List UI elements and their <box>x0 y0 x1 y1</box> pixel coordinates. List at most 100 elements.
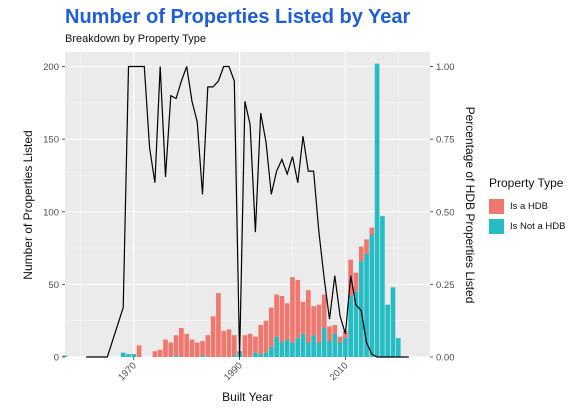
bar-not-hdb-2004 <box>311 335 316 357</box>
bar-not-hdb-2017 <box>380 216 385 357</box>
y-tick-label-150: 150 <box>43 135 59 146</box>
y-tick-label-0: 0 <box>54 353 59 364</box>
bar-not-hdb-1969 <box>126 354 131 357</box>
bar-hdb-2010 <box>343 330 348 339</box>
bar-not-hdb-2007 <box>327 341 332 357</box>
bar-not-hdb-1994 <box>258 354 264 357</box>
bar-not-hdb-1997 <box>274 336 279 357</box>
bar-not-hdb-2014 <box>364 253 369 357</box>
legend-title: Property Type <box>489 176 564 190</box>
bar-not-hdb-2000 <box>290 342 295 357</box>
bar-hdb-1982 <box>194 342 200 357</box>
bar-not-hdb-1983 <box>200 355 205 357</box>
y2-tick-label-0.00: 0.00 <box>436 353 455 364</box>
bar-hdb-1988 <box>226 329 232 357</box>
bar-not-hdb-2010 <box>343 338 348 357</box>
bar-hdb-1991 <box>242 335 248 357</box>
bar-hdb-2012 <box>353 272 359 292</box>
bar-not-hdb-2019 <box>390 287 396 357</box>
legend-key-hdb <box>489 198 504 214</box>
y-tick-label-200: 200 <box>43 62 59 73</box>
bar-hdb-2000 <box>290 277 295 343</box>
y2-tick-label-0.25: 0.25 <box>436 280 455 291</box>
bar-hdb-2003 <box>306 290 311 343</box>
x-tick-label-2010: 2010 <box>328 360 351 383</box>
bar-hdb-1997 <box>274 294 279 337</box>
bar-not-hdb-2012 <box>353 291 359 357</box>
y-axis-label: Number of Properties Listed <box>21 130 35 279</box>
y2-tick-label-1.00: 1.00 <box>436 62 455 73</box>
bar-hdb-2015 <box>369 227 375 235</box>
bar-not-hdb-2008 <box>332 333 338 357</box>
y2-axis-label: Percentage of HDB Properties Listed <box>463 107 477 304</box>
bar-not-hdb-2009 <box>337 342 343 357</box>
bar-hdb-2006 <box>321 294 327 328</box>
bar-not-hdb-2003 <box>306 342 311 357</box>
bar-not-hdb-2011 <box>348 296 353 357</box>
bar-not-hdb-1999 <box>284 339 290 357</box>
bar-not-hdb-2006 <box>321 327 327 357</box>
bar-not-hdb-1989 <box>231 355 237 357</box>
bar-hdb-1998 <box>279 296 285 343</box>
bar-not-hdb-1970 <box>131 354 137 357</box>
bar-hdb-1977 <box>168 342 174 357</box>
x-tick-label-1970: 1970 <box>116 360 139 383</box>
bar-not-hdb-1998 <box>279 342 285 357</box>
x-axis-label: Built Year <box>222 390 273 404</box>
bar-not-hdb-2002 <box>300 333 306 357</box>
bar-not-hdb-1968 <box>120 352 126 357</box>
bar-hdb-1975 <box>157 349 163 357</box>
bar-hdb-1995 <box>263 320 269 353</box>
x-tick-label-1990: 1990 <box>222 360 245 383</box>
bar-not-hdb-2001 <box>295 338 301 357</box>
bar-hdb-1999 <box>284 303 290 340</box>
y2-tick-label-0.50: 0.50 <box>436 207 455 218</box>
bar-hdb-1994 <box>258 325 264 355</box>
bar-hdb-1986 <box>216 293 221 357</box>
bar-not-hdb-1995 <box>263 352 269 357</box>
legend-item-hdb: Is a HDB <box>489 196 565 216</box>
bar-not-hdb-1978 <box>173 355 179 357</box>
bar-not-hdb-1957 <box>62 355 68 357</box>
ratio-line <box>86 65 409 358</box>
bar-hdb-2004 <box>311 306 316 336</box>
chart-subtitle: Breakdown by Property Type <box>65 33 207 45</box>
bar-not-hdb-2020 <box>395 338 401 357</box>
bar-hdb-2001 <box>295 280 301 339</box>
bar-hdb-2002 <box>300 301 306 334</box>
bar-hdb-1989 <box>231 335 237 356</box>
bar-hdb-1981 <box>189 339 195 357</box>
legend-key-not-hdb <box>489 218 504 234</box>
bar-hdb-1976 <box>163 339 168 357</box>
bar-hdb-1978 <box>173 335 179 356</box>
bar-hdb-2005 <box>316 304 322 343</box>
bar-not-hdb-2005 <box>316 342 322 357</box>
legend-label-hdb: Is a HDB <box>510 200 549 212</box>
bar-hdb-1980 <box>184 333 189 357</box>
bar-hdb-2009 <box>337 336 343 343</box>
legend-item-not-hdb: Is Not a HDB <box>489 216 565 236</box>
bar-not-hdb-1996 <box>268 346 274 357</box>
bar-hdb-2013 <box>358 246 364 262</box>
bar-not-hdb-2013 <box>358 261 364 357</box>
bar-not-hdb-1993 <box>253 352 258 357</box>
y2-tick-label-0.75: 0.75 <box>436 135 455 146</box>
chart-title: Number of Properties Listed by Year <box>65 6 411 28</box>
bar-hdb-1992 <box>247 333 253 357</box>
bar-hdb-1983 <box>200 341 205 356</box>
bar-not-hdb-2018 <box>385 304 391 357</box>
legend: Property Type Is a HDB Is Not a HDB <box>489 176 565 236</box>
bar-hdb-1993 <box>253 336 258 353</box>
bar-hdb-1971 <box>136 345 142 357</box>
bar-not-hdb-2015 <box>369 235 375 357</box>
y-tick-label-50: 50 <box>48 280 59 291</box>
bar-hdb-1979 <box>179 327 184 357</box>
bar-hdb-1987 <box>221 330 227 357</box>
bar-not-hdb-2016 <box>374 63 380 357</box>
bar-hdb-1974 <box>152 351 158 357</box>
bar-hdb-2007 <box>327 326 332 342</box>
y-tick-label-100: 100 <box>43 207 59 218</box>
bar-hdb-1984 <box>205 335 211 357</box>
bar-hdb-2014 <box>364 239 369 254</box>
